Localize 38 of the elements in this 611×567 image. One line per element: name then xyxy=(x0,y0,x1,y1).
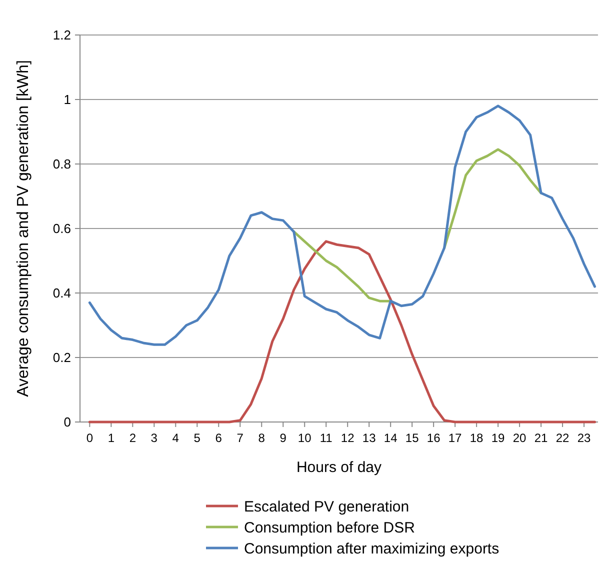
x-axis-title: Hours of day xyxy=(296,459,382,476)
x-tick-label: 16 xyxy=(426,431,441,445)
legend-label: Consumption after maximizing exports xyxy=(244,540,500,558)
x-tick-label: 10 xyxy=(298,431,312,445)
x-tick-label: 13 xyxy=(362,431,376,445)
x-tick-label: 22 xyxy=(556,431,570,445)
x-tick-label: 15 xyxy=(405,431,420,445)
x-tick-label: 18 xyxy=(470,431,484,445)
x-tick-label: 21 xyxy=(534,431,548,445)
y-tick-label: 0.4 xyxy=(52,286,71,301)
x-tick-label: 6 xyxy=(215,431,222,445)
x-tick-label: 2 xyxy=(129,431,136,445)
x-tick-label: 4 xyxy=(172,431,180,445)
x-tick-label: 0 xyxy=(86,431,94,445)
x-tick-label: 7 xyxy=(236,431,244,445)
x-tick-label: 20 xyxy=(512,431,527,445)
x-tick-label: 5 xyxy=(194,431,201,445)
x-tick-label: 3 xyxy=(150,431,158,445)
y-tick-label: 1 xyxy=(64,92,71,108)
y-tick-label: 0 xyxy=(64,414,71,430)
line-series xyxy=(88,240,596,424)
legend-label: Consumption before DSR xyxy=(244,519,416,536)
y-tick-label: 0.6 xyxy=(52,221,71,236)
y-tick-label: 0.8 xyxy=(52,156,71,172)
x-tick-label: 12 xyxy=(340,431,355,445)
x-tick-label: 23 xyxy=(577,431,592,445)
x-tick-label: 14 xyxy=(384,431,398,445)
x-tick-label: 1 xyxy=(108,431,115,445)
x-tick-label: 17 xyxy=(448,431,462,445)
y-tick-label: 1.2 xyxy=(52,28,71,43)
x-tick-label: 11 xyxy=(320,431,333,445)
x-tick-label: 8 xyxy=(258,431,266,445)
y-tick-label: 0.2 xyxy=(52,350,71,366)
x-tick-label: 9 xyxy=(280,431,287,445)
legend-label: Escalated PV generation xyxy=(244,498,410,516)
x-tick-label: 19 xyxy=(491,431,506,445)
y-axis-title: Average consumption and PV generation [kWh] xyxy=(15,60,32,397)
line-series xyxy=(88,104,596,346)
